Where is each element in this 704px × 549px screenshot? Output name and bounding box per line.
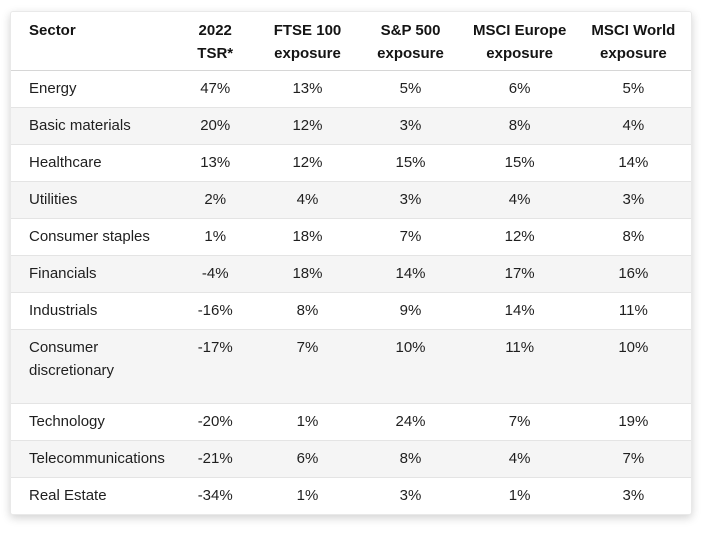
cell-msci-world: 7% [575, 440, 691, 478]
column-header-ftse100-exposure: FTSE 100 exposure [257, 12, 358, 71]
cell-ftse100: 6% [257, 440, 358, 478]
cell-msci-world: 8% [575, 218, 691, 256]
cell-msci-world: 11% [575, 292, 691, 330]
cell-msci-world: 16% [575, 255, 691, 293]
cell-sector: Basic materials [11, 107, 173, 145]
cell-ftse100: 1% [296, 487, 319, 504]
cell-sp500: 14% [357, 255, 464, 293]
cell-tsr: 20% [172, 107, 258, 145]
cell-sector: Telecommunications [11, 440, 173, 478]
cell-tsr: -4% [172, 255, 258, 293]
column-header-label: 2022 TSR* [197, 22, 234, 62]
cell-sp500: 3% [357, 181, 464, 219]
cell-sp500: 5% [357, 70, 464, 108]
header-row: Sector 2022 TSR* FTSE 100 exposure S&P 5… [11, 12, 691, 71]
cell-msci-europe: 17% [463, 255, 576, 293]
cell-msci-europe: 7% [463, 403, 576, 441]
table-body: Energy 47% 13% 5% 6% 5% Basic materials … [11, 70, 691, 515]
column-header-label: FTSE 100 exposure [273, 22, 342, 62]
column-header-msci-europe-exposure: MSCI Europe exposure [463, 12, 576, 71]
cell-tsr: 13% [172, 144, 258, 182]
table-header: Sector 2022 TSR* FTSE 100 exposure S&P 5… [11, 12, 691, 71]
column-header-label: S&P 500 exposure [377, 22, 444, 62]
table-row-consumer-staples: Consumer staples 1% 18% 7% 12% 8% [11, 218, 691, 256]
cell-ftse100: 8% [257, 292, 358, 330]
table-row-healthcare: Healthcare 13% 12% 15% 15% 14% [11, 144, 691, 182]
cell-ftse100: 12% [257, 144, 358, 182]
cell-tsr: 47% [172, 70, 258, 108]
cell-sector: Technology [11, 403, 173, 441]
table-row-utilities: Utilities 2% 4% 3% 4% 3% [11, 181, 691, 219]
cell-sector: Consumer staples [11, 218, 173, 256]
cell-sp500: 9% [357, 292, 464, 330]
column-header-label: MSCI World exposure [591, 22, 676, 62]
cell-ftse100: 1% [257, 403, 358, 441]
cell-ftse100: 18% [257, 255, 358, 293]
cell-msci-world: 5% [575, 70, 691, 108]
cell-msci-world: 4% [575, 107, 691, 145]
cell-tsr: -21% [172, 440, 258, 478]
cell-msci-europe: 6% [463, 70, 576, 108]
cell-tsr: 2% [172, 181, 258, 219]
column-header-msci-world-exposure: MSCI World exposure [575, 12, 691, 71]
cell-sector: Industrials [11, 292, 173, 330]
cell-msci-world: 10% [575, 329, 691, 404]
cell-ftse100: 18% [257, 218, 358, 256]
cell-msci-world: 19% [575, 403, 691, 441]
cell-sp500: 8% [357, 440, 464, 478]
cell-sector: Financials [11, 255, 173, 293]
cell-msci-europe: 8% [463, 107, 576, 145]
cell-msci-europe: 11% [463, 329, 576, 404]
table-row-basic-materials: Basic materials 20% 12% 3% 8% 4% [11, 107, 691, 145]
table-row-telecommunications: Telecommunications -21% 6% 8% 4% 7% [11, 440, 691, 478]
column-header-label: Sector [29, 22, 76, 39]
sector-exposure-table-card: Sector 2022 TSR* FTSE 100 exposure S&P 5… [10, 11, 692, 515]
cell-sp500: 3% [399, 487, 422, 504]
table-row-real-estate: Real Estate -34% 1% 3% 1% 3% [11, 478, 691, 515]
cell-msci-europe: 12% [463, 218, 576, 256]
cell-ftse100: 12% [257, 107, 358, 145]
cell-sp500: 3% [357, 107, 464, 145]
cell-sector: Real Estate [29, 487, 107, 504]
cell-msci-europe: 15% [463, 144, 576, 182]
cell-msci-europe: 14% [463, 292, 576, 330]
column-header-sp500-exposure: S&P 500 exposure [357, 12, 464, 71]
table-row-financials: Financials -4% 18% 14% 17% 16% [11, 255, 691, 293]
cell-msci-europe: 1% [508, 487, 531, 504]
table-row-consumer-discretionary: Consumer discretionary -17% 7% 10% 11% 1… [11, 329, 691, 404]
cell-sector: Utilities [11, 181, 173, 219]
cell-msci-europe: 4% [463, 181, 576, 219]
cell-tsr: 1% [172, 218, 258, 256]
cell-sector: Consumer discretionary [11, 329, 173, 404]
cell-sp500: 15% [357, 144, 464, 182]
table-row-technology: Technology -20% 1% 24% 7% 19% [11, 403, 691, 441]
cell-sector: Healthcare [11, 144, 173, 182]
cell-sp500: 10% [357, 329, 464, 404]
cell-msci-world: 3% [575, 181, 691, 219]
column-header-2022-tsr: 2022 TSR* [172, 12, 258, 71]
cell-tsr: -34% [197, 487, 233, 504]
cell-ftse100: 4% [257, 181, 358, 219]
cell-tsr: -16% [172, 292, 258, 330]
cell-msci-world: 14% [575, 144, 691, 182]
cell-ftse100: 7% [257, 329, 358, 404]
cell-msci-world: 3% [622, 487, 645, 504]
sector-exposure-table: Sector 2022 TSR* FTSE 100 exposure S&P 5… [11, 12, 691, 514]
column-header-sector: Sector [11, 12, 173, 71]
cell-msci-europe: 4% [463, 440, 576, 478]
cell-sector: Energy [11, 70, 173, 108]
cell-ftse100: 13% [257, 70, 358, 108]
cell-sp500: 24% [357, 403, 464, 441]
cell-tsr: -17% [172, 329, 258, 404]
column-header-label: MSCI Europe exposure [472, 22, 567, 62]
cell-sp500: 7% [357, 218, 464, 256]
table-row-industrials: Industrials -16% 8% 9% 14% 11% [11, 292, 691, 330]
cell-tsr: -20% [172, 403, 258, 441]
table-row-energy: Energy 47% 13% 5% 6% 5% [11, 70, 691, 108]
